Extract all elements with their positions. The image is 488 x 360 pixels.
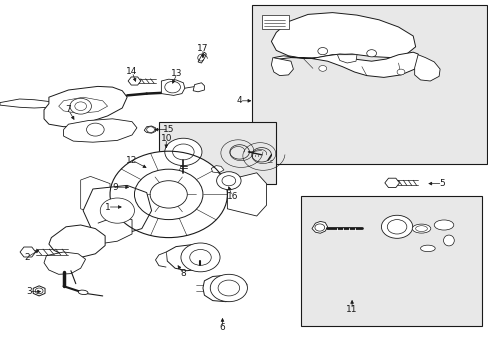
- Polygon shape: [59, 97, 107, 113]
- Circle shape: [366, 50, 376, 57]
- Text: 7: 7: [65, 105, 71, 114]
- Text: 17: 17: [197, 44, 208, 53]
- Circle shape: [210, 274, 247, 302]
- Bar: [251, 5, 486, 164]
- Circle shape: [146, 127, 154, 132]
- Text: 15: 15: [163, 125, 174, 134]
- Circle shape: [222, 176, 235, 186]
- Circle shape: [318, 66, 326, 71]
- Text: 8: 8: [180, 269, 186, 278]
- Polygon shape: [155, 252, 166, 267]
- Polygon shape: [81, 176, 110, 212]
- Circle shape: [35, 288, 43, 294]
- Bar: [159, 122, 276, 184]
- Circle shape: [386, 220, 406, 234]
- Circle shape: [86, 123, 104, 136]
- Circle shape: [172, 144, 194, 160]
- Polygon shape: [198, 52, 206, 63]
- Ellipse shape: [78, 290, 88, 294]
- Polygon shape: [44, 252, 85, 274]
- Polygon shape: [414, 55, 439, 81]
- Circle shape: [189, 249, 211, 265]
- Polygon shape: [311, 221, 327, 233]
- Polygon shape: [211, 166, 224, 173]
- Circle shape: [317, 48, 327, 55]
- Circle shape: [216, 172, 241, 190]
- Bar: [300, 196, 481, 326]
- Polygon shape: [83, 185, 151, 236]
- Polygon shape: [273, 52, 420, 77]
- Ellipse shape: [443, 235, 453, 246]
- Text: 5: 5: [439, 179, 445, 188]
- Text: 14: 14: [126, 68, 138, 77]
- Ellipse shape: [415, 226, 427, 231]
- Polygon shape: [203, 275, 246, 302]
- Circle shape: [164, 138, 202, 166]
- Circle shape: [314, 224, 324, 231]
- Polygon shape: [271, 58, 293, 76]
- Polygon shape: [0, 99, 54, 108]
- Polygon shape: [193, 83, 204, 92]
- Polygon shape: [161, 79, 184, 95]
- Circle shape: [164, 81, 180, 93]
- Circle shape: [110, 151, 227, 238]
- Text: 9: 9: [112, 183, 118, 192]
- Circle shape: [218, 280, 239, 296]
- Polygon shape: [337, 55, 356, 63]
- Text: 2: 2: [24, 253, 30, 262]
- Polygon shape: [63, 119, 137, 142]
- Text: 3: 3: [26, 287, 32, 296]
- Polygon shape: [49, 225, 105, 257]
- Bar: [0, 0, 251, 360]
- Polygon shape: [271, 13, 415, 58]
- Text: 10: 10: [160, 134, 172, 143]
- Text: 13: 13: [171, 69, 183, 78]
- Ellipse shape: [411, 224, 430, 233]
- Polygon shape: [227, 173, 266, 216]
- Polygon shape: [93, 216, 132, 245]
- Polygon shape: [144, 126, 155, 133]
- Bar: [261, 15, 288, 29]
- Circle shape: [75, 102, 86, 111]
- Ellipse shape: [420, 245, 434, 252]
- Ellipse shape: [433, 220, 453, 230]
- Polygon shape: [44, 86, 127, 127]
- Text: 16: 16: [226, 192, 238, 201]
- Text: 11: 11: [346, 305, 357, 314]
- Circle shape: [181, 243, 220, 272]
- Circle shape: [100, 198, 134, 223]
- Text: 4: 4: [236, 96, 242, 105]
- Circle shape: [396, 69, 404, 75]
- Polygon shape: [166, 245, 210, 271]
- Text: 1: 1: [104, 202, 110, 211]
- Text: 12: 12: [126, 156, 138, 165]
- Text: 6: 6: [219, 323, 225, 332]
- Circle shape: [381, 215, 412, 238]
- Circle shape: [70, 98, 91, 114]
